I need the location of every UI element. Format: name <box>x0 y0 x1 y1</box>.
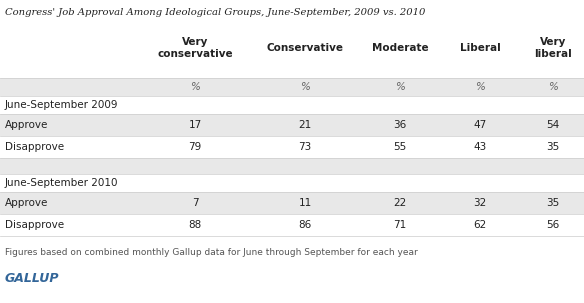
Text: 62: 62 <box>474 220 486 230</box>
Text: 54: 54 <box>547 120 559 130</box>
Text: 86: 86 <box>298 220 312 230</box>
Text: 56: 56 <box>547 220 559 230</box>
Bar <box>0 158 584 174</box>
Bar <box>0 114 584 136</box>
Text: Approve: Approve <box>5 198 48 208</box>
Text: Liberal: Liberal <box>460 43 500 53</box>
Bar <box>0 78 584 96</box>
Text: 17: 17 <box>189 120 201 130</box>
Text: 22: 22 <box>394 198 406 208</box>
Text: GALLUP: GALLUP <box>5 272 60 285</box>
Text: Moderate: Moderate <box>371 43 428 53</box>
Text: Approve: Approve <box>5 120 48 130</box>
Text: 73: 73 <box>298 142 312 152</box>
Text: Very
liberal: Very liberal <box>534 37 572 59</box>
Text: 88: 88 <box>189 220 201 230</box>
Text: %: % <box>300 82 310 92</box>
Text: %: % <box>395 82 405 92</box>
Text: Disapprove: Disapprove <box>5 142 64 152</box>
Text: 79: 79 <box>189 142 201 152</box>
Text: 47: 47 <box>474 120 486 130</box>
Text: Figures based on combined monthly Gallup data for June through September for eac: Figures based on combined monthly Gallup… <box>5 248 418 257</box>
Text: 55: 55 <box>394 142 406 152</box>
Bar <box>0 192 584 214</box>
Text: %: % <box>190 82 200 92</box>
Text: 21: 21 <box>298 120 312 130</box>
Text: %: % <box>548 82 558 92</box>
Text: 36: 36 <box>394 120 406 130</box>
Text: 32: 32 <box>474 198 486 208</box>
Text: June-September 2009: June-September 2009 <box>5 100 119 110</box>
Text: 71: 71 <box>394 220 406 230</box>
Text: 7: 7 <box>192 198 199 208</box>
Text: June-September 2010: June-September 2010 <box>5 178 119 188</box>
Text: 35: 35 <box>547 198 559 208</box>
Text: Conservative: Conservative <box>266 43 343 53</box>
Text: Disapprove: Disapprove <box>5 220 64 230</box>
Text: 35: 35 <box>547 142 559 152</box>
Text: 43: 43 <box>474 142 486 152</box>
Text: Very
conservative: Very conservative <box>157 37 233 59</box>
Text: 11: 11 <box>298 198 312 208</box>
Text: %: % <box>475 82 485 92</box>
Text: Congress' Job Approval Among Ideological Groups, June-September, 2009 vs. 2010: Congress' Job Approval Among Ideological… <box>5 8 425 17</box>
